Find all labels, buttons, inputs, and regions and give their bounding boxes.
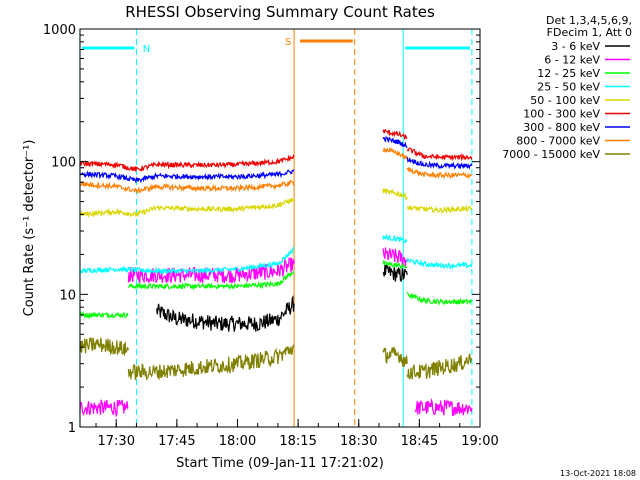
series-line (382, 136, 408, 149)
series-2 (79, 259, 473, 320)
y-tick-label: 100 (51, 156, 76, 171)
series-line (382, 247, 408, 267)
series-line (79, 198, 295, 218)
series-line (406, 204, 473, 215)
legend-label: 800 - 7000 keV (516, 135, 600, 148)
x-tick-label: 18:30 (340, 434, 377, 449)
series-line (406, 147, 473, 162)
chart-title: RHESSI Observing Summary Count Rates (125, 3, 435, 21)
flag-label: N (143, 44, 150, 55)
series-5 (79, 128, 473, 172)
legend-label: 100 - 300 keV (523, 108, 600, 121)
x-tick-label: 17:30 (98, 434, 135, 449)
series-line (127, 344, 295, 382)
series-line (406, 167, 472, 180)
series-line (382, 233, 408, 244)
legend: Det 1,3,4,5,6,9,FDecim 1, Att 03 - 6 keV… (502, 14, 632, 161)
x-axis-label: Start Time (09-Jan-11 17:21:02) (176, 456, 384, 471)
legend-header: FDecim 1, Att 0 (547, 26, 632, 39)
y-tick-label: 10 (59, 288, 76, 303)
series-line (406, 291, 473, 306)
series-line (406, 353, 473, 380)
series-line (79, 337, 129, 356)
x-tick-label: 17:45 (158, 434, 195, 449)
legend-label: 50 - 100 keV (530, 94, 600, 107)
y-tick-label: 1 (68, 421, 76, 436)
x-tick-label: 19:00 (461, 434, 498, 449)
y-tick-label: 1000 (43, 23, 76, 38)
series-line (382, 146, 408, 160)
series-line (406, 156, 473, 170)
legend-header: Det 1,3,4,5,6,9, (546, 14, 632, 27)
x-tick-label: 18:15 (279, 434, 316, 449)
series-8 (79, 337, 473, 382)
series-line (382, 346, 408, 367)
series-line (382, 259, 408, 270)
series-line (127, 270, 295, 291)
series-7 (79, 146, 472, 194)
series-line (382, 264, 408, 283)
series-6 (79, 136, 473, 184)
series-line (382, 187, 408, 200)
series-3 (79, 233, 473, 275)
series-line (414, 397, 473, 417)
series-line (79, 154, 295, 172)
series-4 (79, 187, 473, 218)
legend-label: 25 - 50 keV (537, 81, 600, 94)
series-line (382, 128, 408, 140)
series-line (79, 169, 295, 184)
legend-label: 6 - 12 keV (544, 54, 600, 67)
footer-timestamp: 13-Oct-2021 18:08 (560, 469, 636, 478)
legend-label: 300 - 800 keV (523, 121, 600, 134)
series-line (406, 258, 473, 271)
legend-label: 3 - 6 keV (551, 40, 600, 53)
axes-layer: 17:30 17:45 18:00 18:15 18:30 18:45 19:00 1 10 10… (43, 23, 499, 449)
series-line (79, 399, 129, 418)
plot-frame (79, 28, 481, 428)
y-axis-label: Count Rate (s⁻¹ detector⁻¹) (22, 140, 37, 317)
series-line (156, 294, 295, 332)
series-line (79, 310, 129, 320)
series-line (79, 179, 295, 194)
series-layer (79, 128, 473, 418)
flag-label: S (285, 37, 291, 48)
series-line (79, 246, 295, 275)
legend-label: 12 - 25 keV (537, 67, 600, 80)
x-tick-label: 18:45 (401, 434, 438, 449)
x-tick-label: 18:00 (219, 434, 256, 449)
series-0 (156, 264, 408, 332)
legend-label: 7000 - 15000 keV (502, 148, 600, 161)
